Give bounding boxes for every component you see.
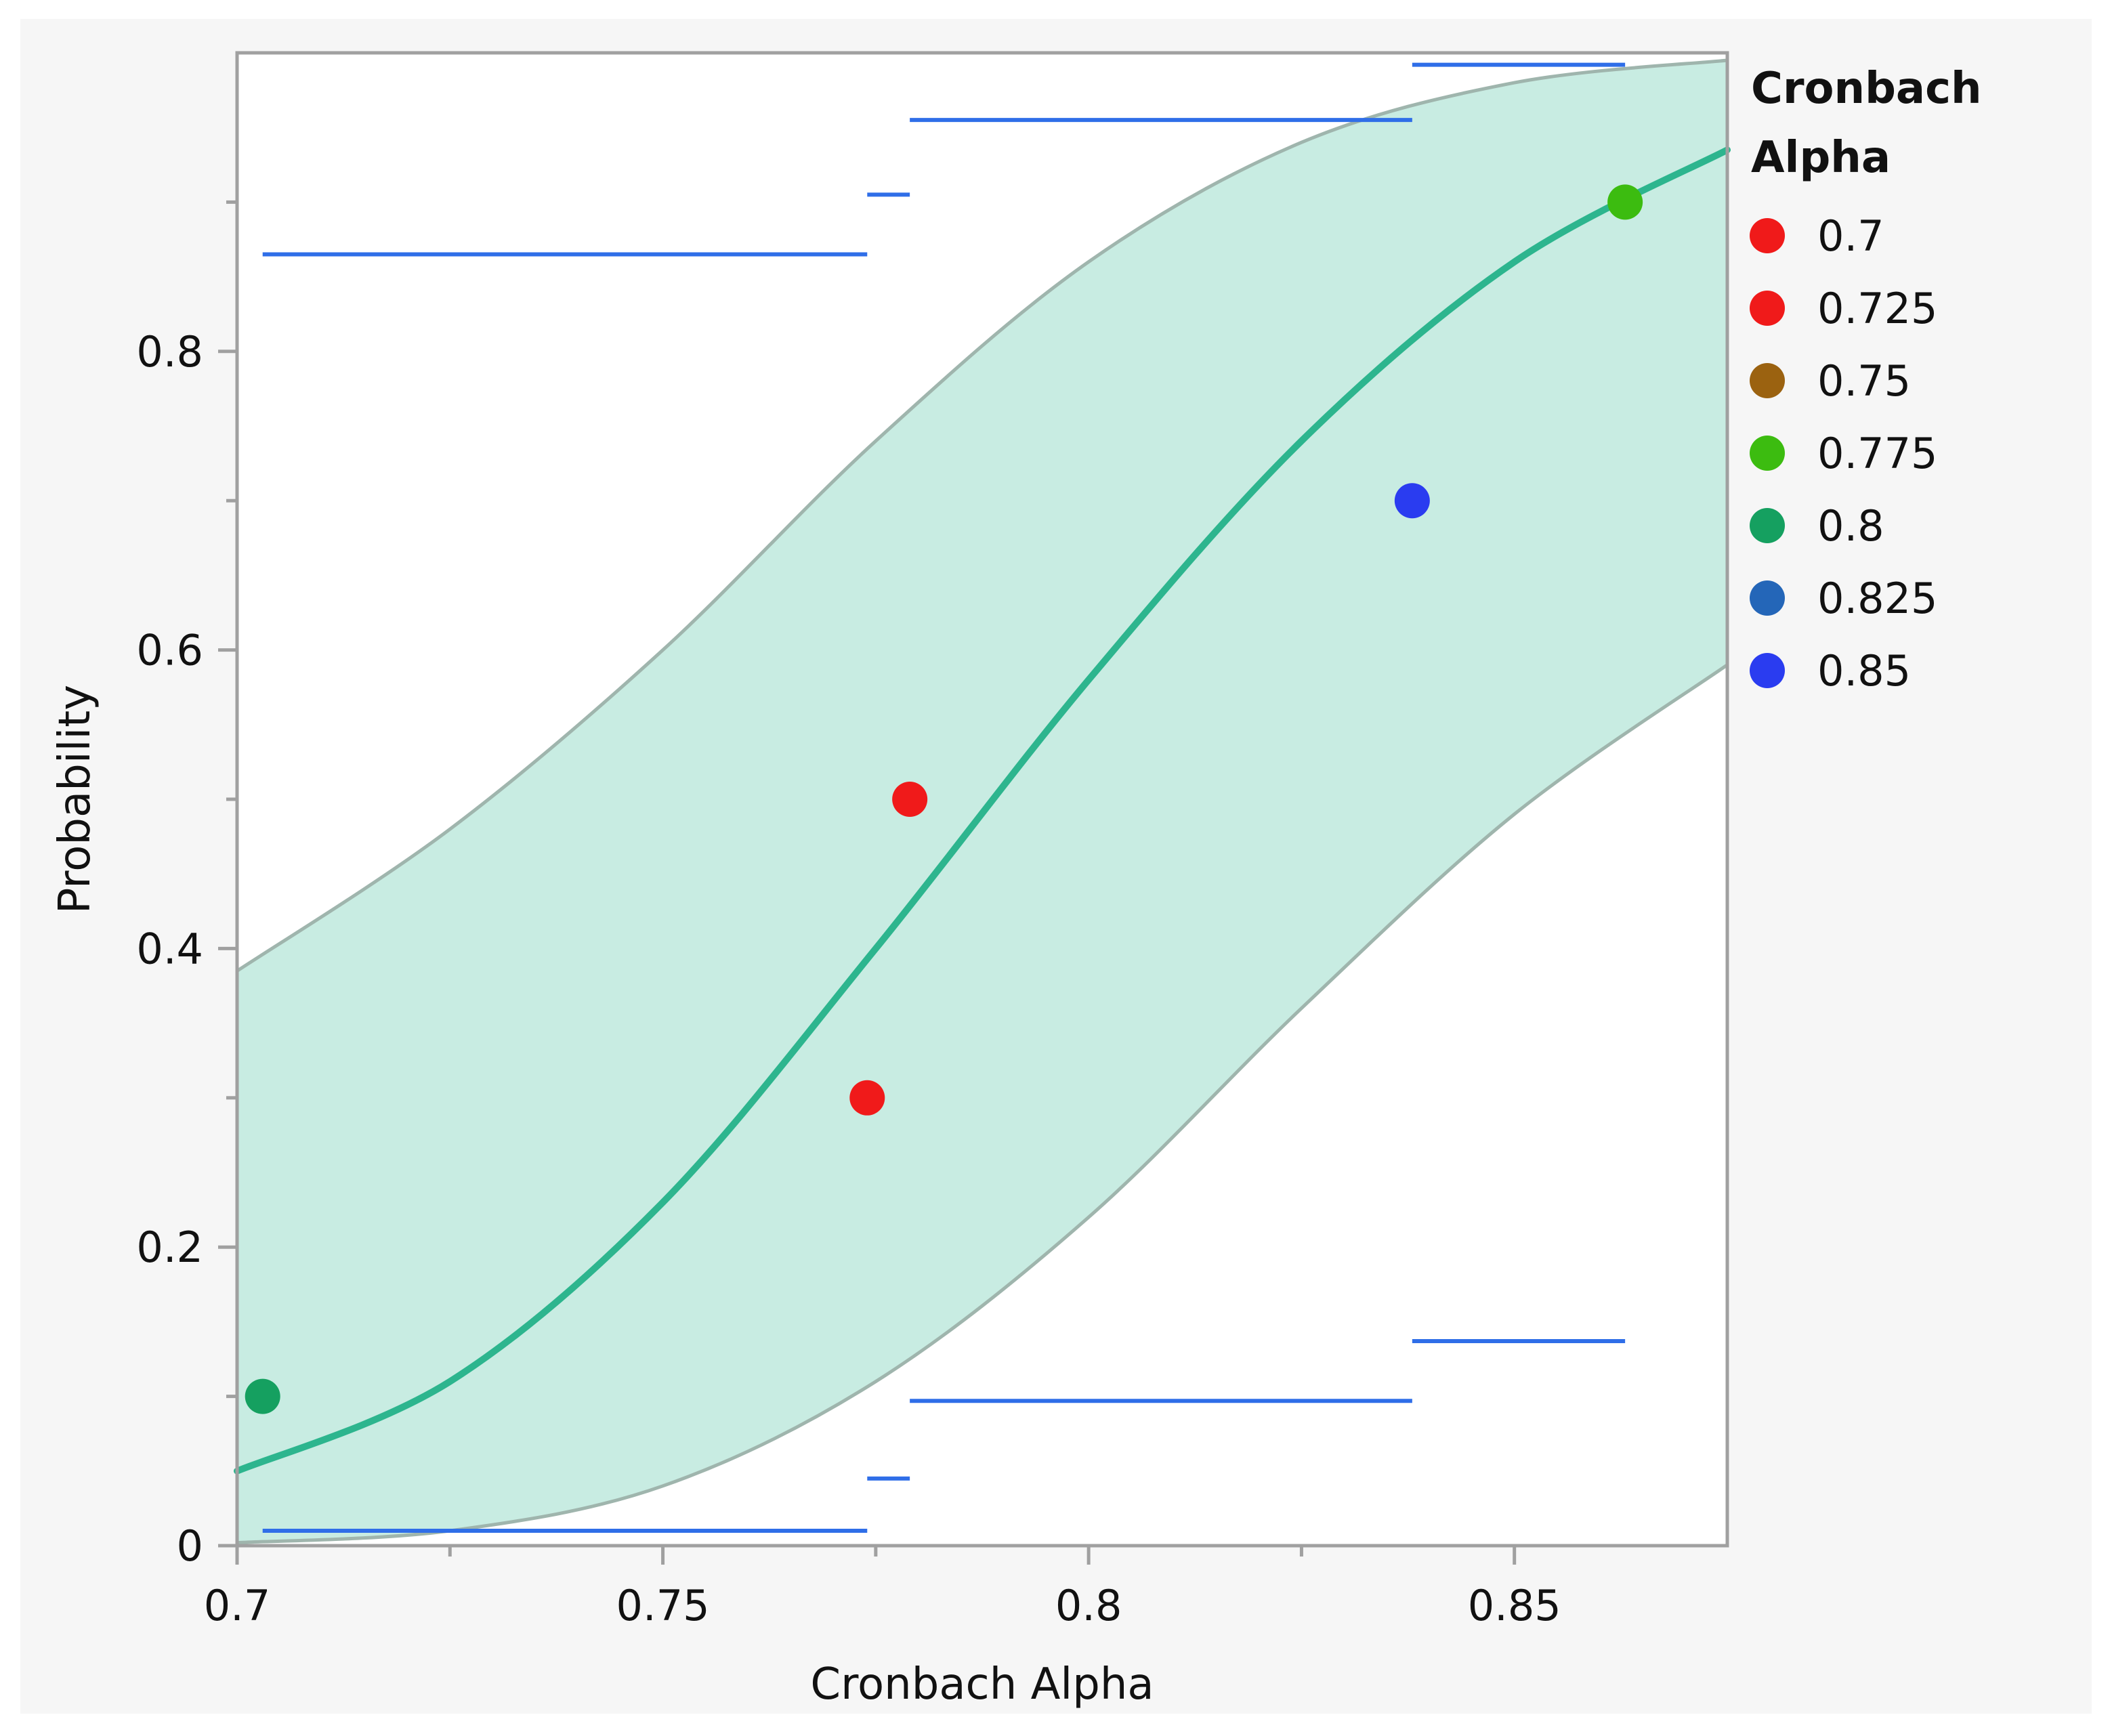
legend-swatch-1: [1750, 291, 1785, 326]
legend-title-line-2: Alpha: [1751, 133, 1891, 183]
legend-swatch-3: [1750, 436, 1785, 471]
legend-label-0: 0.7: [1817, 211, 1884, 261]
legend-label-2: 0.75: [1817, 356, 1911, 406]
y-axis-label: Probability: [50, 685, 100, 914]
x-tick-label-3: 0.85: [1468, 1581, 1561, 1630]
y-tick-label-0: 0: [177, 1521, 203, 1571]
data-point-2: [892, 782, 928, 817]
y-axis-ticks: 0 0.2 0.4 0.6 0.8: [136, 200, 237, 1571]
legend-label-4: 0.8: [1817, 501, 1884, 551]
legend-swatch-6: [1750, 653, 1785, 688]
x-tick-label-0: 0.7: [204, 1581, 271, 1630]
legend-swatch-0: [1750, 218, 1785, 253]
legend-swatch-2: [1750, 363, 1785, 398]
legend: Cronbach Alpha 0.7 0.725 0.75 0.775 0.8 0.825…: [1750, 64, 1982, 696]
logistic-fit-curve: [234, 146, 1731, 1475]
data-point-0: [245, 1378, 280, 1414]
y-tick-label-4: 0.8: [136, 327, 203, 377]
legend-title: Cronbach: [1751, 64, 1982, 114]
confidence-band-lower-edge: [236, 663, 1729, 1545]
y-tick-label-1: 0.2: [136, 1223, 203, 1272]
interval-segments-layer: [262, 62, 1626, 1533]
x-axis-ticks: 0.7 0.75 0.8 0.85: [204, 1546, 1561, 1630]
legend-swatch-5: [1750, 580, 1785, 616]
data-point-3: [1394, 483, 1430, 519]
data-points-layer: [245, 184, 1643, 1414]
x-tick-label-1: 0.75: [616, 1581, 710, 1630]
confidence-band: [237, 60, 1727, 1543]
data-point-1: [849, 1080, 885, 1116]
legend-label-5: 0.825: [1817, 574, 1938, 623]
legend-swatch-4: [1750, 508, 1785, 543]
x-tick-label-2: 0.8: [1055, 1581, 1122, 1630]
y-tick-label-3: 0.6: [136, 626, 203, 675]
legend-label-1: 0.725: [1817, 284, 1938, 333]
x-axis-label: Cronbach Alpha: [810, 1659, 1154, 1710]
data-point-4: [1607, 184, 1643, 220]
fit-curve-layer: [234, 146, 1731, 1475]
confidence-band-upper-edge: [236, 58, 1728, 973]
legend-label-6: 0.85: [1817, 646, 1911, 696]
y-tick-label-2: 0.4: [136, 924, 203, 973]
legend-label-3: 0.775: [1817, 429, 1938, 478]
confidence-band-layer: [236, 58, 1729, 1545]
